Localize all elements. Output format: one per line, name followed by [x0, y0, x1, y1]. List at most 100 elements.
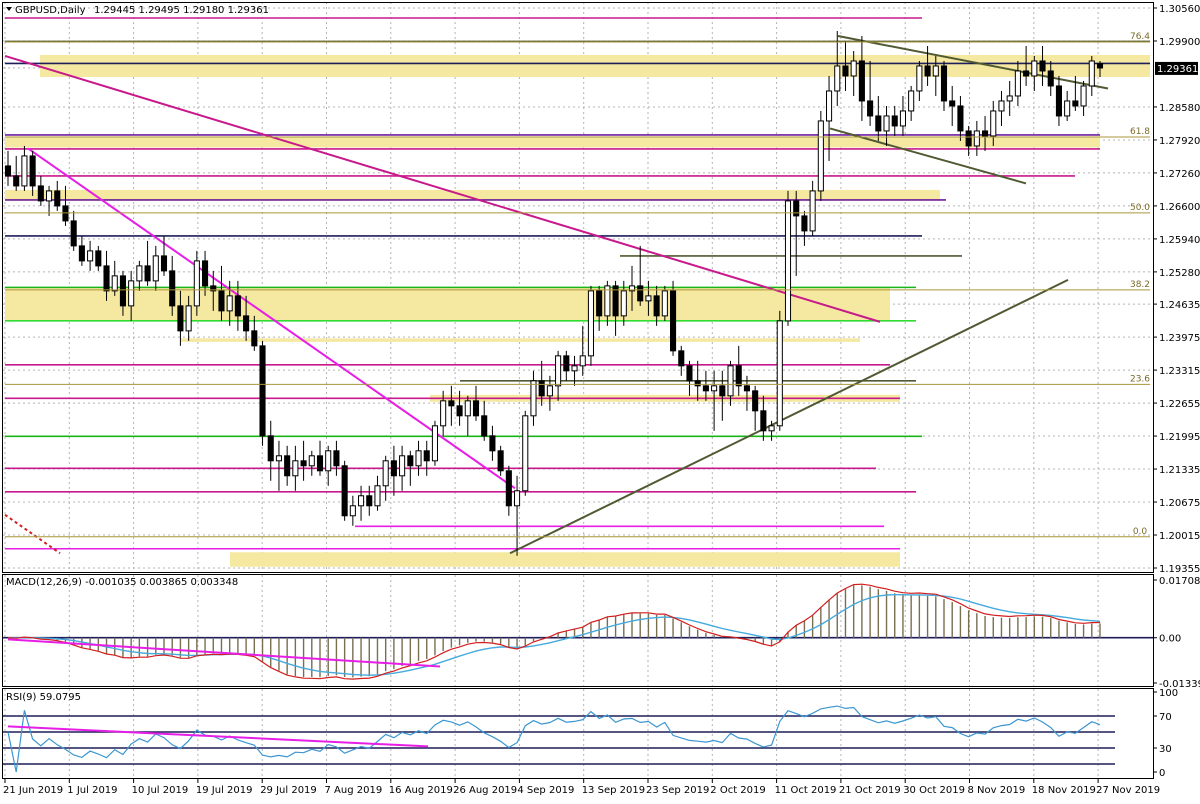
date-tick-label: 21 Oct 2019 [839, 785, 901, 796]
macd-title: MACD(12,26,9) -0.001035 0.003865 0.00334… [6, 577, 238, 588]
rsi-tick-label: 100 [1159, 688, 1178, 699]
bull-candle [358, 495, 365, 507]
price-tick-label: 1.27920 [1159, 136, 1200, 147]
bull-candle [768, 425, 775, 432]
bull-candle [620, 290, 627, 317]
ohlc-values: 1.29445 1.29495 1.29180 1.29361 [94, 5, 269, 16]
bear-candle [218, 290, 225, 312]
trendlines [4, 35, 1109, 555]
trendline [4, 513, 61, 555]
bear-candle [596, 290, 603, 317]
bull-candle [908, 90, 915, 112]
bear-candle [867, 100, 874, 117]
bull-candle [711, 385, 718, 392]
rsi-trendline [7, 725, 429, 748]
bull-candle [555, 355, 562, 387]
support-zone [180, 338, 860, 342]
current-price-tag: 1.29361 [1155, 61, 1198, 75]
bear-candle [497, 450, 504, 472]
bear-candle [637, 285, 644, 302]
symbol-title: GBPUSD,Daily [15, 5, 86, 16]
bear-candle [612, 285, 619, 317]
bull-candle [579, 355, 586, 367]
bull-candle [226, 295, 233, 312]
bear-candle [333, 450, 340, 467]
bear-candle [760, 410, 767, 432]
bull-candle [21, 155, 28, 187]
bull-candle [308, 455, 315, 467]
price-axis: 1.30560 1.29900 1.28580 1.27920 1.27260 1.266… [1153, 4, 1200, 575]
bear-candle [940, 65, 948, 102]
bull-candle [571, 365, 578, 372]
bull-candle [1064, 100, 1071, 117]
bull-candle [128, 280, 135, 307]
date-axis: 21 Jun 2019 1 Jul 2019 10 Jul 2019 19 Jul 2… [3, 778, 1160, 796]
bear-candle [169, 270, 176, 307]
price-tick-label: 1.20675 [1159, 498, 1200, 509]
bear-candle [678, 350, 685, 367]
bull-candle [87, 250, 94, 262]
bull-candle [916, 65, 923, 92]
bear-candle [735, 365, 742, 387]
bear-candle [743, 385, 750, 392]
bear-candle [686, 365, 693, 382]
date-tick-label: 4 Sep 2019 [517, 785, 574, 796]
date-tick-label: 18 Nov 2019 [1032, 785, 1096, 796]
bull-candle [292, 460, 299, 477]
bear-candle [54, 190, 61, 207]
price-tick-label: 1.30560 [1159, 4, 1200, 15]
date-tick-label: 8 Nov 2019 [968, 785, 1026, 796]
bear-candle [4, 165, 12, 177]
bull-candle [587, 290, 594, 357]
rsi-tick-label: 70 [1159, 712, 1172, 723]
bull-candle [1080, 85, 1087, 107]
fib-label: 76.4 [1130, 32, 1150, 42]
price-tick-label: 1.22655 [1159, 399, 1200, 410]
bear-candle [1096, 62, 1104, 69]
bear-candle [177, 305, 184, 332]
bull-candle [530, 380, 537, 417]
bull-candle [998, 100, 1005, 112]
bull-candle [932, 65, 939, 77]
fib-label: 38.2 [1130, 280, 1150, 290]
date-tick-label: 10 Jul 2019 [132, 785, 189, 796]
bear-candle [210, 285, 217, 292]
fib-label: 50.0 [1130, 203, 1150, 213]
bear-candle [563, 355, 570, 372]
bear-candle [29, 155, 36, 187]
bear-candle [982, 130, 989, 137]
fib-label: 0.0 [1133, 527, 1148, 537]
bull-candle [1014, 70, 1021, 97]
bear-candle [456, 405, 463, 417]
bear-candle [202, 260, 209, 287]
bear-candle [103, 265, 110, 292]
bull-candle [136, 265, 143, 282]
date-tick-label: 7 Aug 2019 [325, 785, 383, 796]
trendline [4, 55, 881, 323]
bull-candle [990, 110, 997, 137]
bear-candle [694, 380, 701, 387]
bear-candle [472, 400, 480, 417]
rsi-line [7, 705, 1101, 773]
bear-candle [1047, 70, 1054, 87]
panel-frames [2, 2, 1154, 779]
bull-candle [399, 455, 406, 477]
bull-candle [514, 490, 521, 507]
price-tick-label: 1.23975 [1159, 333, 1200, 344]
bull-candle [522, 415, 529, 492]
bear-candle [144, 265, 151, 282]
bull-candle [1006, 95, 1013, 102]
price-tick-label: 1.28580 [1159, 103, 1200, 114]
bear-candle [965, 130, 972, 147]
dropdown-triangle-icon[interactable] [6, 7, 12, 11]
bear-candle [653, 295, 660, 317]
bull-candle [325, 450, 332, 472]
bull-candle [546, 385, 553, 397]
bull-candle [883, 115, 890, 132]
date-tick-label: 30 Oct 2019 [903, 785, 965, 796]
bear-candle [752, 390, 759, 412]
bull-candle [185, 305, 192, 332]
bull-candle [826, 90, 833, 122]
